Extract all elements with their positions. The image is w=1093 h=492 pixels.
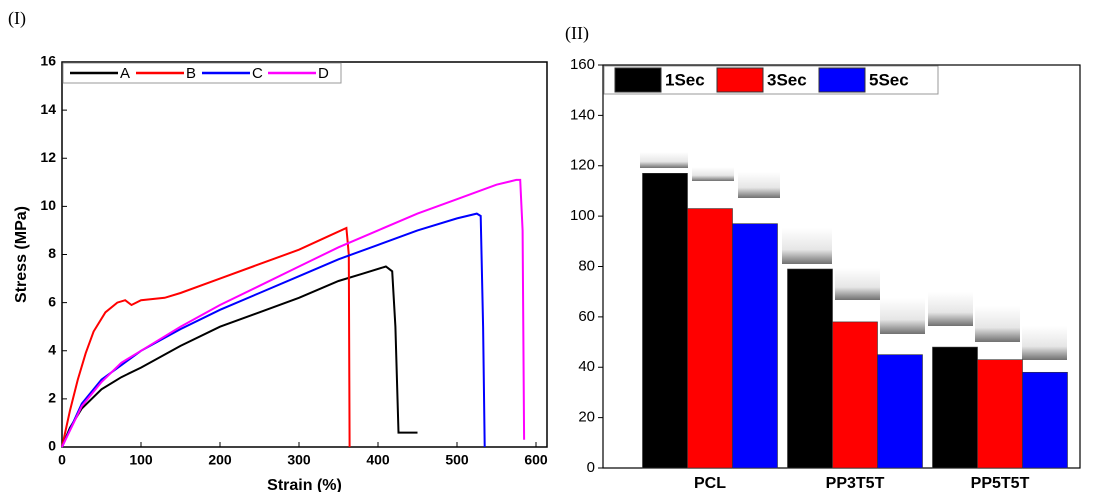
plot-frame [61, 61, 548, 448]
legend-label: 1Sec [665, 70, 705, 89]
y-tick-label: 40 [578, 358, 595, 375]
x-axis-title: Strain (%) [267, 477, 342, 492]
y-tick-label: 6 [48, 293, 56, 309]
y-tick-label: 0 [587, 459, 595, 476]
legend-swatch [818, 67, 866, 93]
bar [1022, 371, 1068, 469]
x-tick-label: 300 [287, 452, 311, 468]
legend-label: D [318, 65, 329, 82]
bar [687, 208, 733, 469]
legend-label: C [252, 65, 263, 82]
y-tick-label: 14 [40, 101, 56, 117]
y-tick-label: 16 [40, 53, 56, 69]
bar [877, 354, 923, 469]
x-tick-label: 0 [58, 452, 66, 468]
y-tick-label: 60 [578, 308, 595, 325]
y-tick-label: 0 [48, 438, 56, 454]
droplet-images [640, 152, 1067, 360]
y-tick-label: 20 [578, 409, 595, 426]
x-tick-label: 400 [366, 452, 390, 468]
legend-swatch [614, 67, 662, 93]
y-tick-label: 4 [48, 341, 56, 357]
x-tick-label: 500 [445, 452, 469, 468]
x-tick-label: PP3T5T [826, 475, 885, 492]
y-axis-title: Stress (MPa) [13, 206, 30, 303]
y-tick-label: 2 [48, 390, 56, 406]
panel-label: (II) [565, 23, 589, 44]
y-tick-label: 12 [40, 149, 56, 165]
x-tick-label: PP5T5T [971, 475, 1030, 492]
y-tick-label: 160 [570, 56, 595, 73]
legend-label: 5Sec [869, 70, 909, 89]
bar [642, 173, 688, 469]
bar [787, 268, 833, 469]
y-tick-label: 8 [48, 245, 56, 261]
legend-label: A [120, 65, 130, 82]
legend-swatch [716, 67, 764, 93]
bar [832, 321, 878, 469]
legend-label: B [186, 65, 196, 82]
x-tick-label: 600 [524, 452, 548, 468]
series-line [61, 212, 486, 448]
y-tick-label: 80 [578, 257, 595, 274]
y-tick-label: 120 [570, 157, 595, 174]
y-tick-label: 140 [570, 106, 595, 123]
y-tick-label: 100 [570, 207, 595, 224]
y-tick-label: 10 [40, 197, 56, 213]
bar [732, 223, 778, 469]
series-line [61, 226, 351, 448]
legend-label: 3Sec [767, 70, 807, 89]
bar [977, 359, 1023, 469]
series-line [61, 178, 526, 448]
panel-label: (I) [8, 8, 26, 29]
bar [932, 346, 978, 469]
series-line [61, 265, 418, 448]
x-tick-label: 100 [129, 452, 153, 468]
x-tick-label: 200 [208, 452, 232, 468]
x-tick-label: PCL [694, 475, 726, 492]
